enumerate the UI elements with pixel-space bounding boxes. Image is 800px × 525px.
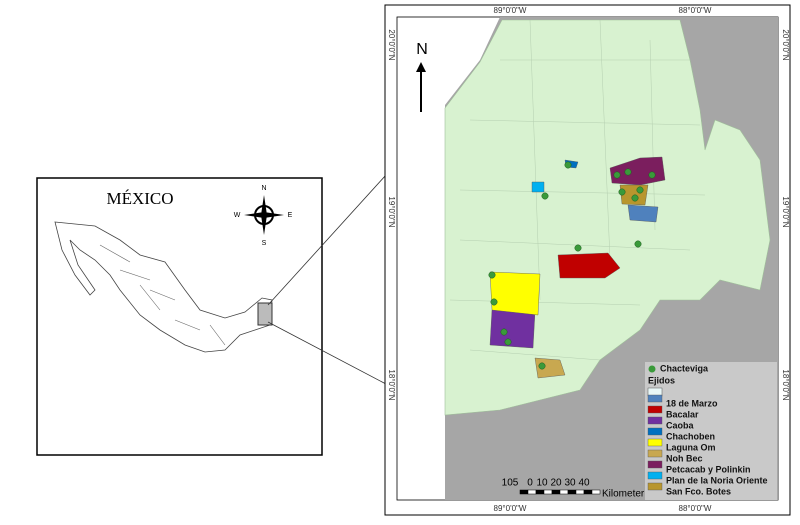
legend-swatch xyxy=(647,460,663,469)
legend-heading: Ejidos xyxy=(648,375,675,385)
scale-segment xyxy=(527,489,537,495)
chacteviga-point xyxy=(564,161,572,169)
legend-point-label: Chacteviga xyxy=(660,363,709,373)
chacteviga-point xyxy=(618,188,626,196)
compass-e: E xyxy=(288,212,293,219)
coord-label: 19°0'0"N xyxy=(781,196,790,227)
legend-label: 18 de Marzo xyxy=(666,398,718,408)
coord-label: 88°0'0"W xyxy=(679,6,712,15)
compass-n: N xyxy=(261,185,266,192)
chacteviga-point xyxy=(541,192,549,200)
scale-label: 40 xyxy=(578,478,590,489)
scale-segment xyxy=(575,489,585,495)
mexico-outline xyxy=(54,221,273,353)
legend-swatch xyxy=(647,449,663,458)
ejido xyxy=(627,204,659,223)
coord-label: 18°0'0"N xyxy=(781,369,790,400)
legend-label: Chachoben xyxy=(666,431,715,441)
chacteviga-point xyxy=(624,168,632,176)
legend-swatch xyxy=(647,394,663,403)
coord-label: 88°0'0"W xyxy=(679,504,712,513)
chacteviga-point xyxy=(504,338,512,346)
scale-segment xyxy=(591,489,601,495)
legend-swatch xyxy=(647,405,663,414)
scale-unit: Kilometer xyxy=(602,489,645,500)
coord-label: 20°0'0"N xyxy=(781,29,790,60)
coord-label: 89°0'0"W xyxy=(494,504,527,513)
scale-label: 20 xyxy=(550,478,562,489)
legend-swatch xyxy=(647,438,663,447)
compass-s: S xyxy=(262,240,267,247)
scale-segment xyxy=(519,489,529,495)
legend-label: Caoba xyxy=(666,420,695,430)
compass: N E S W xyxy=(234,185,293,247)
legend-swatch-blank xyxy=(647,387,663,397)
coord-label: 19°0'0"N xyxy=(387,196,396,227)
legend-swatch xyxy=(647,482,663,491)
legend-swatch xyxy=(647,416,663,425)
scale-label: 30 xyxy=(564,478,576,489)
north-arrow: N xyxy=(416,41,428,112)
chacteviga-point xyxy=(500,328,508,336)
chacteviga-point xyxy=(613,171,621,179)
chacteviga-point xyxy=(574,244,582,252)
north-label: N xyxy=(416,41,428,58)
chacteviga-point xyxy=(488,271,496,279)
chacteviga-point xyxy=(631,194,639,202)
scale-bar: 105 0 10 20 30 40 Kilometer xyxy=(502,478,645,500)
chacteviga-point xyxy=(648,171,656,179)
chacteviga-point xyxy=(490,298,498,306)
coord-label: 20°0'0"N xyxy=(387,29,396,60)
scale-segment xyxy=(551,489,561,495)
chacteviga-point xyxy=(636,186,644,194)
state-borders xyxy=(99,244,226,346)
chacteviga-point xyxy=(634,240,642,248)
legend-box xyxy=(645,362,777,500)
legend-label: Plan de la Noria Oriente xyxy=(666,475,768,485)
legend-swatch xyxy=(647,427,663,436)
scale-label: 10 xyxy=(536,478,548,489)
scale-segment xyxy=(583,489,593,495)
legend-label: San Fco. Botes xyxy=(666,486,731,496)
parcel-lines xyxy=(449,19,706,361)
chacteviga-points xyxy=(488,161,656,370)
scale-segment xyxy=(559,489,569,495)
study-area xyxy=(257,302,273,326)
inset-title: MÉXICO xyxy=(106,189,173,208)
scale-label: 105 xyxy=(502,478,519,489)
scale-segment xyxy=(535,489,545,495)
legend-swatch xyxy=(647,471,663,480)
legend-label: Noh Bec xyxy=(666,453,703,463)
ejido xyxy=(531,181,545,193)
ejido xyxy=(489,271,541,316)
ejido xyxy=(557,252,621,279)
coord-label: 89°0'0"W xyxy=(494,6,527,15)
coord-label: 18°0'0"N xyxy=(387,369,396,400)
legend-point xyxy=(648,365,656,373)
chacteviga-point xyxy=(538,362,546,370)
legend-label: Petcacab y Polinkin xyxy=(666,464,751,474)
legend-label: Laguna Om xyxy=(666,442,716,452)
scale-segment xyxy=(567,489,577,495)
legend-label: Bacalar xyxy=(666,409,699,419)
scale-label: 0 xyxy=(527,478,533,489)
scale-segment xyxy=(543,489,553,495)
compass-w: W xyxy=(234,212,241,219)
ejido xyxy=(489,309,536,349)
legend: Chacteviga Ejidos 18 de MarzoBacalarCaobaC… xyxy=(647,363,768,496)
